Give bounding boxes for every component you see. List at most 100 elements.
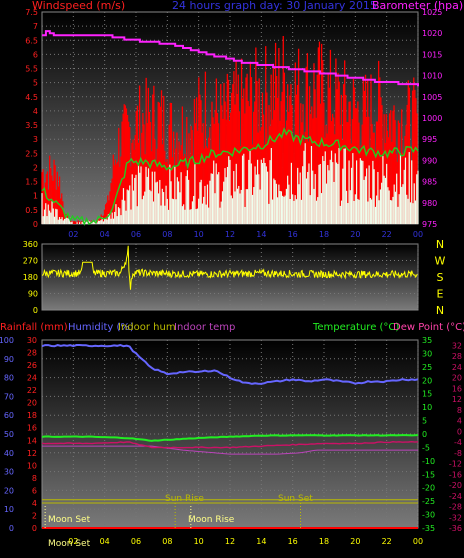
dew-point-tick-label: -36 <box>449 524 462 533</box>
rainfall-tick-label: 0 <box>32 524 37 533</box>
time-tick-label: 22 <box>382 537 392 546</box>
temperature-tick-label: 20 <box>422 376 432 385</box>
humidity-tick-label: 30 <box>4 468 14 477</box>
dew-point-tick-label: -8 <box>454 449 462 458</box>
compass-letter: N <box>436 304 444 317</box>
dew-point-axis-title: Dew Point (°C) <box>393 322 464 333</box>
windspeed-tick-label: 3.5 <box>25 121 38 130</box>
windspeed-tick-label: 5.5 <box>25 65 38 74</box>
time-tick-label: 14 <box>256 537 266 546</box>
temperature-tick-label: 5 <box>422 417 427 426</box>
temperature-tick-label: -10 <box>422 457 435 466</box>
barometer-tick-label: 1005 <box>422 93 442 102</box>
temperature-tick-label: -25 <box>422 497 435 506</box>
chart-title: 24 hours graph day: 30 January 2015 <box>172 0 377 12</box>
time-tick-label: 08 <box>162 537 172 546</box>
direction-tick-label: 0 <box>33 306 38 315</box>
humidity-tick-label: 70 <box>4 392 14 401</box>
humidity-tick-label: 50 <box>4 430 14 439</box>
panel-3-tick-labels: 0102030405060708090100024681012141618202… <box>0 336 462 546</box>
rainfall-tick-label: 4 <box>32 499 37 508</box>
dew-point-tick-label: 12 <box>452 395 462 404</box>
barometer-tick-label: 985 <box>422 178 437 187</box>
humidity-tick-label: 0 <box>9 524 14 533</box>
moon-set-label-2: Moon Set <box>48 539 91 549</box>
time-tick-label: 16 <box>288 537 298 546</box>
humidity-tick-label: 20 <box>4 486 14 495</box>
time-tick-label: 18 <box>319 537 329 546</box>
time-tick-label: 06 <box>131 230 141 239</box>
barometer-axis-title: Barometer (hpa) <box>372 0 463 12</box>
humidity-tick-label: 40 <box>4 449 14 458</box>
windspeed-axis-title: Windspeed (m/s) <box>32 0 125 12</box>
temperature-tick-label: -5 <box>422 443 430 452</box>
dew-point-tick-label: 28 <box>452 352 462 361</box>
windspeed-tick-label: 4 <box>33 107 38 116</box>
panel-1-series <box>41 30 419 226</box>
barometer-tick-label: 975 <box>422 220 437 229</box>
dew-point-tick-label: -12 <box>449 460 462 469</box>
time-tick-label: 04 <box>100 537 110 546</box>
temperature-tick-label: -20 <box>422 484 435 493</box>
direction-tick-label: 360 <box>23 240 38 249</box>
temperature-tick-label: 10 <box>422 403 432 412</box>
compass-letter: N <box>436 238 444 251</box>
dew-point-tick-label: -28 <box>449 503 462 512</box>
time-tick-label: 18 <box>319 230 329 239</box>
time-tick-label: 00 <box>413 537 423 546</box>
rainfall-tick-label: 22 <box>27 386 37 395</box>
dew-point-tick-label: 4 <box>457 417 462 426</box>
windspeed-tick-label: 2.5 <box>25 149 38 158</box>
average-wind-line <box>41 127 419 226</box>
windspeed-tick-label: 7.5 <box>25 8 38 17</box>
panel-3-series <box>41 343 419 529</box>
temperature-tick-label: 30 <box>422 349 432 358</box>
time-tick-label: 22 <box>382 230 392 239</box>
time-tick-label: 04 <box>100 230 110 239</box>
windspeed-tick-label: 1.5 <box>25 178 38 187</box>
humidity-tick-label: 60 <box>4 411 14 420</box>
barometer-line <box>42 30 419 87</box>
time-tick-label: 08 <box>162 230 172 239</box>
compass-letter: S <box>437 271 444 284</box>
rainfall-tick-label: 28 <box>27 349 37 358</box>
rainfall-tick-label: 24 <box>27 374 37 383</box>
temperature-tick-label: -30 <box>422 511 435 520</box>
humidity-line <box>41 343 419 385</box>
humidity-tick-label: 80 <box>4 374 14 383</box>
time-tick-label: 00 <box>413 230 423 239</box>
windspeed-tick-label: 0 <box>33 220 38 229</box>
barometer-tick-label: 980 <box>422 199 437 208</box>
indoor-temp-label: Indoor temp <box>174 322 235 333</box>
time-tick-label: 10 <box>194 230 204 239</box>
time-tick-label: 12 <box>225 230 235 239</box>
temperature-tick-label: -35 <box>422 524 435 533</box>
rainfall-tick-label: 8 <box>32 474 37 483</box>
time-tick-label: 02 <box>68 230 78 239</box>
time-tick-label: 10 <box>194 537 204 546</box>
temperature-line <box>41 434 419 442</box>
barometer-tick-label: 1000 <box>422 114 442 123</box>
direction-tick-label: 270 <box>23 257 38 266</box>
temperature-tick-label: 0 <box>422 430 427 439</box>
dew-point-tick-label: 0 <box>457 427 462 436</box>
temperature-axis-title: Temperature (°C) <box>312 322 399 333</box>
rainfall-tick-label: 2 <box>32 511 37 520</box>
rainfall-tick-label: 18 <box>27 411 37 420</box>
dew-point-tick-label: -4 <box>454 438 462 447</box>
barometer-tick-label: 995 <box>422 135 437 144</box>
windspeed-tick-label: 3 <box>33 135 38 144</box>
windspeed-tick-label: 1 <box>33 192 38 201</box>
humidity-tick-label: 10 <box>4 505 14 514</box>
time-tick-label: 06 <box>131 537 141 546</box>
time-tick-label: 14 <box>256 230 266 239</box>
panel-1-tick-labels: 0 0.5 1 1.5 2 2.5 3 3.5 4 4.5 5 5.5 6 6.5 7 7.5 975 980 98… <box>25 8 442 239</box>
windspeed-tick-label: 5 <box>33 79 38 88</box>
rainfall-tick-label: 30 <box>27 336 37 345</box>
windspeed-tick-label: 4.5 <box>25 93 38 102</box>
temperature-tick-label: 25 <box>422 363 432 372</box>
windspeed-tick-label: 6.5 <box>25 36 38 45</box>
barometer-tick-label: 1010 <box>422 72 442 81</box>
